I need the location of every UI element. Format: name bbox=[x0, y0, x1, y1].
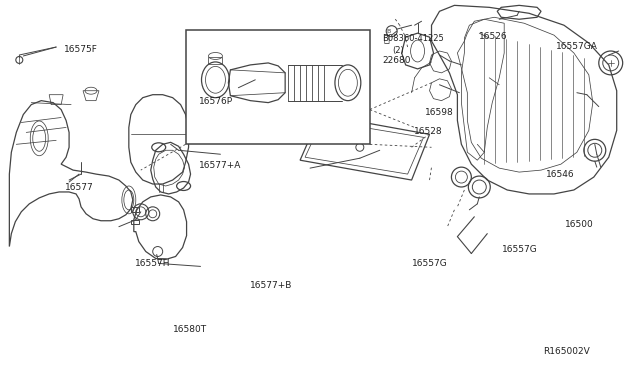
Text: B08360-41225: B08360-41225 bbox=[383, 34, 444, 43]
Text: B: B bbox=[387, 29, 391, 33]
Text: 16557H: 16557H bbox=[135, 259, 171, 268]
Text: 16575F: 16575F bbox=[64, 45, 98, 54]
Text: 16546: 16546 bbox=[546, 170, 575, 179]
Text: 16576P: 16576P bbox=[199, 97, 233, 106]
Text: Ⓑ: Ⓑ bbox=[384, 33, 390, 43]
Text: 16577: 16577 bbox=[65, 183, 94, 192]
Text: 16500: 16500 bbox=[565, 220, 594, 229]
Text: 22680: 22680 bbox=[383, 56, 411, 65]
Text: 16557G: 16557G bbox=[502, 245, 538, 254]
Bar bbox=[186, 30, 370, 144]
Text: 16580T: 16580T bbox=[173, 326, 207, 334]
Text: 16577+B: 16577+B bbox=[250, 281, 292, 290]
Text: 16598: 16598 bbox=[425, 108, 454, 117]
Text: 16526: 16526 bbox=[479, 32, 508, 41]
Text: 16528: 16528 bbox=[414, 127, 443, 136]
Text: 16557GA: 16557GA bbox=[556, 42, 598, 51]
Text: R165002V: R165002V bbox=[543, 347, 590, 356]
Text: 16557G: 16557G bbox=[412, 259, 448, 268]
Text: 16577+A: 16577+A bbox=[199, 161, 241, 170]
Text: (2): (2) bbox=[393, 46, 404, 55]
